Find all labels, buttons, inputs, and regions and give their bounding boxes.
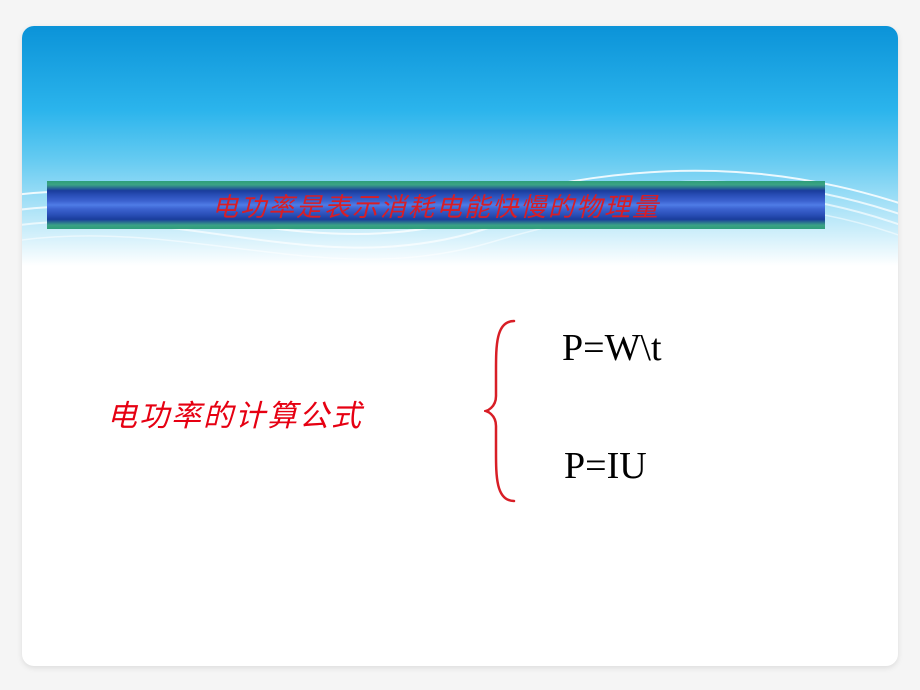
- title-text: 电功率是表示消耗电能快慢的物理量: [212, 187, 660, 224]
- formula-bottom: P=IU: [564, 444, 647, 488]
- curly-brace: [484, 316, 524, 506]
- formula-top: P=W\t: [562, 326, 662, 370]
- content-area: 电功率的计算公式 P=W\t P=IU: [22, 326, 898, 586]
- slide: 电功率是表示消耗电能快慢的物理量 电功率的计算公式 P=W\t P=IU: [22, 26, 898, 666]
- formula-heading: 电功率的计算公式: [107, 391, 363, 435]
- title-bar: 电功率是表示消耗电能快慢的物理量: [47, 181, 825, 229]
